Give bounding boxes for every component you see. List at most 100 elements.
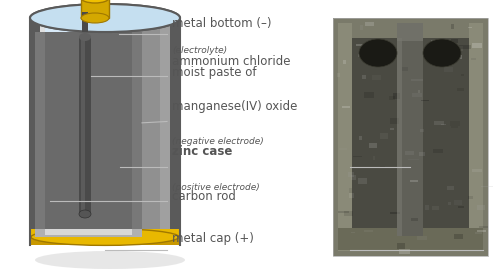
Bar (344, 211, 353, 216)
Bar (79, 37, 91, 214)
Bar (468, 27, 472, 28)
Bar (349, 192, 354, 198)
Text: manganese(IV) oxide: manganese(IV) oxide (172, 100, 298, 113)
Bar (160, 18, 170, 245)
Bar (359, 136, 362, 140)
Bar (370, 143, 378, 148)
Bar (343, 60, 345, 64)
Bar (35, 32, 45, 229)
Bar (390, 212, 400, 214)
Bar (351, 232, 355, 233)
Bar (420, 129, 424, 132)
Ellipse shape (31, 229, 179, 245)
Text: zinc case: zinc case (172, 145, 233, 158)
Bar (31, 229, 179, 237)
Bar (170, 18, 180, 245)
Bar (450, 46, 462, 51)
Bar (402, 67, 407, 71)
Bar (472, 58, 476, 60)
Bar (81, 37, 85, 214)
Bar (431, 40, 438, 41)
Text: carbon rod: carbon rod (172, 190, 236, 203)
Bar (40, 18, 54, 245)
Bar (412, 93, 422, 97)
Bar (348, 172, 354, 177)
Bar (400, 249, 410, 254)
Bar (444, 67, 452, 72)
Ellipse shape (359, 39, 397, 67)
Bar (397, 243, 405, 249)
Bar (472, 169, 482, 172)
Bar (338, 148, 347, 150)
Bar (353, 156, 362, 157)
Bar (35, 229, 142, 237)
Bar (389, 96, 395, 100)
Ellipse shape (79, 210, 91, 218)
Ellipse shape (81, 0, 109, 3)
Bar (394, 93, 400, 99)
Bar (356, 44, 364, 46)
Bar (397, 38, 402, 236)
Bar (418, 90, 420, 93)
Bar (132, 32, 142, 229)
Bar (390, 129, 394, 130)
Bar (451, 24, 454, 29)
Bar (364, 22, 374, 26)
Bar (31, 229, 179, 245)
Bar (120, 32, 132, 229)
Bar (459, 44, 471, 49)
Bar (432, 206, 439, 210)
Bar (372, 75, 381, 80)
Bar (472, 43, 482, 48)
Bar (477, 205, 485, 210)
Bar (372, 156, 376, 161)
Bar (364, 230, 373, 232)
Bar (421, 100, 429, 101)
Bar (417, 236, 426, 240)
Bar (360, 25, 362, 30)
Text: ammonium chloride: ammonium chloride (172, 55, 291, 68)
Bar (364, 92, 374, 97)
Bar (338, 23, 352, 251)
Text: metal cap (+): metal cap (+) (172, 232, 254, 245)
Bar (333, 18, 488, 256)
Bar (330, 15, 491, 259)
Bar (358, 178, 368, 184)
Bar (454, 200, 462, 205)
Bar (390, 118, 399, 124)
Ellipse shape (30, 4, 180, 32)
Bar (410, 180, 418, 182)
Bar (351, 175, 356, 180)
Bar (338, 211, 349, 213)
Bar (365, 49, 372, 54)
Bar (380, 133, 388, 139)
Bar (462, 74, 464, 76)
Bar (469, 23, 483, 251)
Bar (404, 151, 414, 155)
Bar (478, 226, 488, 228)
Bar (481, 186, 492, 187)
Bar (411, 79, 422, 81)
Bar (45, 32, 132, 229)
Bar (411, 218, 418, 221)
Bar (433, 149, 443, 153)
Ellipse shape (81, 13, 109, 23)
Bar (397, 23, 423, 41)
Bar (30, 18, 40, 245)
Bar (450, 121, 460, 126)
Text: (negative electrode): (negative electrode) (172, 138, 264, 146)
Bar (337, 73, 340, 78)
Bar (342, 106, 349, 108)
Bar (338, 228, 483, 250)
Bar (82, 12, 88, 32)
Bar (448, 186, 454, 190)
Bar (423, 54, 433, 56)
Bar (448, 201, 451, 205)
Ellipse shape (423, 39, 461, 67)
Bar (478, 230, 486, 232)
Bar (408, 159, 419, 160)
Bar (380, 166, 385, 167)
Ellipse shape (35, 251, 185, 269)
Bar (45, 229, 132, 235)
Bar (358, 54, 370, 57)
